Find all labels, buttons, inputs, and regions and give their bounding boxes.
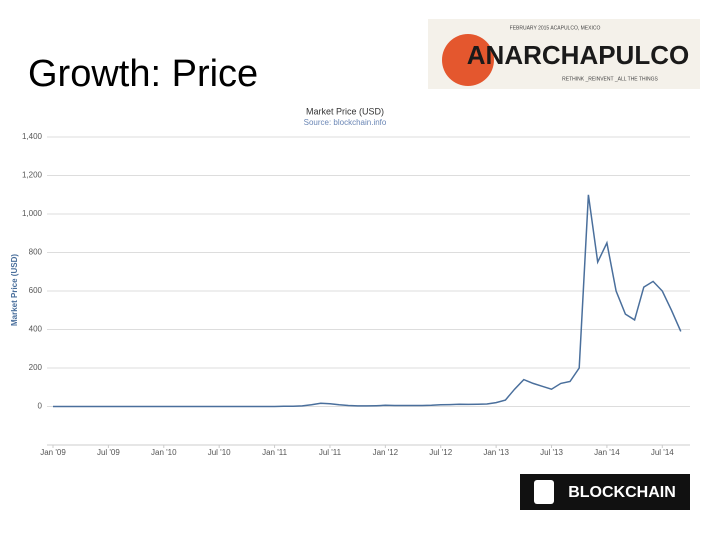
x-tick-label: Jan '12: [373, 448, 399, 457]
x-tick-label: Jul '14: [651, 448, 674, 457]
x-tick-label: Jan '14: [594, 448, 620, 457]
logo-top: FEBRUARY 2015 ACAPULCO, MEXICO ANARCHAPU…: [428, 19, 700, 89]
x-tick-label: Jul '10: [208, 448, 231, 457]
slide-title: Growth: Price: [28, 53, 258, 95]
x-tick-label: Jul '09: [97, 448, 120, 457]
y-tick-label: 1,200: [22, 171, 43, 180]
y-tick-label: 1,000: [22, 209, 43, 218]
x-tick-label: Jul '12: [429, 448, 452, 457]
x-tick-label: Jan '09: [40, 448, 66, 457]
logo-line: FEBRUARY 2015 ACAPULCO, MEXICO: [510, 25, 601, 31]
logo-bottom: BLOCKCHAIN: [520, 474, 690, 510]
y-tick-label: 800: [29, 248, 43, 257]
x-tick-label: Jul '13: [540, 448, 563, 457]
y-tick-label: 400: [29, 325, 43, 334]
x-tick-label: Jul '11: [319, 448, 342, 457]
y-tick-label: 200: [29, 363, 43, 372]
chart-subtitle: Source: blockchain.info: [304, 118, 387, 127]
logo-line: RETHINK _REINVENT _ALL THE THINGS: [562, 76, 658, 82]
y-axis-label: Market Price (USD): [10, 254, 19, 326]
y-tick-label: 0: [38, 402, 43, 411]
logo-emblem: [534, 480, 554, 504]
price-line: [53, 194, 682, 408]
x-tick-label: Jan '10: [151, 448, 177, 457]
logo-text: BLOCKCHAIN: [568, 484, 676, 501]
logo-text: ANARCHAPULCO: [467, 40, 689, 70]
logo-emblem: [442, 34, 494, 86]
y-tick-label: 1,400: [22, 132, 43, 141]
x-tick-label: Jan '13: [483, 448, 509, 457]
chart-title: Market Price (USD): [306, 106, 384, 116]
y-tick-label: 600: [29, 286, 43, 295]
x-tick-label: Jan '11: [262, 448, 288, 457]
